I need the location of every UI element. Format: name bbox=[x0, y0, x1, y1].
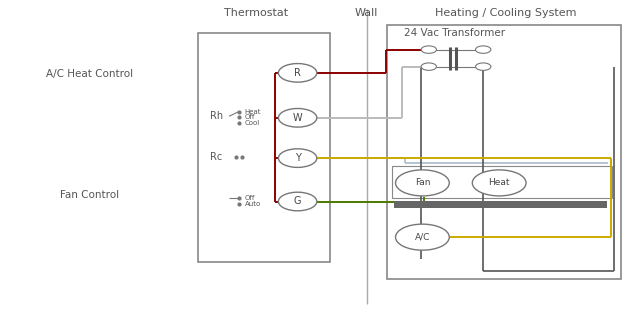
Text: Heating / Cooling System: Heating / Cooling System bbox=[435, 8, 577, 18]
Circle shape bbox=[278, 192, 317, 211]
Text: Fan: Fan bbox=[415, 178, 430, 188]
Text: Rc: Rc bbox=[211, 152, 223, 162]
Text: A/C Heat Control: A/C Heat Control bbox=[46, 69, 133, 79]
Circle shape bbox=[421, 63, 436, 70]
Text: A/C: A/C bbox=[415, 232, 430, 242]
Bar bbox=[198, 33, 330, 262]
Bar bbox=[392, 166, 612, 198]
Circle shape bbox=[278, 64, 317, 82]
Text: Off: Off bbox=[244, 114, 255, 120]
Circle shape bbox=[396, 170, 449, 196]
Text: Y: Y bbox=[294, 153, 301, 163]
Bar bbox=[387, 25, 621, 279]
Text: Thermostat: Thermostat bbox=[224, 8, 288, 18]
Text: Fan Control: Fan Control bbox=[60, 190, 119, 200]
Text: W: W bbox=[292, 113, 303, 123]
Circle shape bbox=[472, 170, 526, 196]
Circle shape bbox=[278, 149, 317, 167]
Circle shape bbox=[476, 46, 491, 53]
Text: Wall: Wall bbox=[355, 8, 378, 18]
Text: R: R bbox=[294, 68, 301, 78]
Text: Heat: Heat bbox=[488, 178, 510, 188]
Text: Cool: Cool bbox=[244, 120, 260, 126]
Text: Heat: Heat bbox=[244, 108, 261, 115]
Circle shape bbox=[396, 224, 449, 250]
Text: 24 Vac Transformer: 24 Vac Transformer bbox=[404, 28, 505, 38]
Text: Off: Off bbox=[244, 195, 255, 202]
Circle shape bbox=[278, 108, 317, 127]
Circle shape bbox=[421, 46, 436, 53]
Text: Auto: Auto bbox=[244, 201, 260, 207]
Circle shape bbox=[476, 63, 491, 70]
Text: G: G bbox=[294, 197, 301, 206]
Text: Rh: Rh bbox=[209, 111, 223, 121]
Bar bbox=[394, 202, 607, 208]
